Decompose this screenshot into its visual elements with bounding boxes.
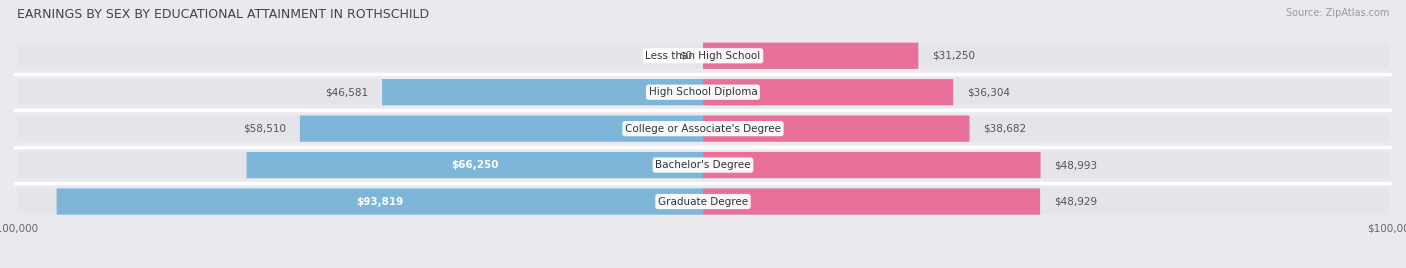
Text: $48,929: $48,929 xyxy=(1054,196,1097,207)
FancyBboxPatch shape xyxy=(703,116,970,142)
Legend: Male, Female: Male, Female xyxy=(645,266,761,268)
Text: Source: ZipAtlas.com: Source: ZipAtlas.com xyxy=(1285,8,1389,18)
Text: $38,682: $38,682 xyxy=(983,124,1026,134)
Text: $0: $0 xyxy=(679,51,693,61)
Text: $66,250: $66,250 xyxy=(451,160,499,170)
FancyBboxPatch shape xyxy=(703,188,1040,215)
Text: $36,304: $36,304 xyxy=(967,87,1010,97)
Text: College or Associate's Degree: College or Associate's Degree xyxy=(626,124,780,134)
FancyBboxPatch shape xyxy=(703,79,953,105)
Text: $93,819: $93,819 xyxy=(356,196,404,207)
Text: Less than High School: Less than High School xyxy=(645,51,761,61)
Text: $48,993: $48,993 xyxy=(1054,160,1098,170)
Text: $58,510: $58,510 xyxy=(243,124,287,134)
Text: $31,250: $31,250 xyxy=(932,51,976,61)
Text: EARNINGS BY SEX BY EDUCATIONAL ATTAINMENT IN ROTHSCHILD: EARNINGS BY SEX BY EDUCATIONAL ATTAINMEN… xyxy=(17,8,429,21)
Text: $46,581: $46,581 xyxy=(325,87,368,97)
FancyBboxPatch shape xyxy=(17,116,1389,142)
Text: Graduate Degree: Graduate Degree xyxy=(658,196,748,207)
Text: High School Diploma: High School Diploma xyxy=(648,87,758,97)
FancyBboxPatch shape xyxy=(17,43,1389,69)
FancyBboxPatch shape xyxy=(56,188,703,215)
FancyBboxPatch shape xyxy=(17,79,1389,105)
FancyBboxPatch shape xyxy=(17,152,1389,178)
FancyBboxPatch shape xyxy=(246,152,703,178)
FancyBboxPatch shape xyxy=(17,188,1389,215)
Text: Bachelor's Degree: Bachelor's Degree xyxy=(655,160,751,170)
FancyBboxPatch shape xyxy=(703,43,918,69)
FancyBboxPatch shape xyxy=(703,152,1040,178)
FancyBboxPatch shape xyxy=(382,79,703,105)
FancyBboxPatch shape xyxy=(299,116,703,142)
